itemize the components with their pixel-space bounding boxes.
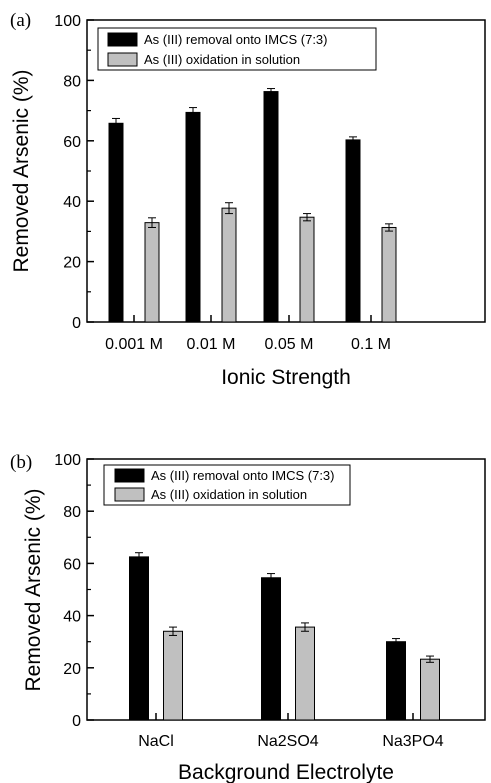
panel-b-bar-removal	[261, 577, 281, 721]
panel-a-x-tick-label: 0.1 M	[351, 336, 391, 353]
panel-b-bar-removal	[129, 556, 149, 721]
panel-b-error-bar-removal	[267, 573, 275, 583]
panel-b-y-axis: 0 20 40 60 80 100	[54, 452, 94, 730]
panel-b-x-tick-label: Na2SO4	[257, 733, 318, 750]
panel-a-bars	[108, 88, 397, 323]
panel-b-y-tick-label: 20	[63, 661, 81, 678]
panel-a-x-axis: 0.001 M 0.01 M 0.05 M 0.1 M	[105, 315, 391, 353]
panel-a-label: (a)	[10, 10, 31, 31]
panel-a-bar-removal	[108, 122, 124, 323]
panel-b-x-tick-label: Na3PO4	[382, 733, 443, 750]
panel-a-x-tick-label: 0.01 M	[187, 336, 236, 353]
panel-b-y-tick-label: 60	[63, 556, 81, 573]
panel-a-bar-removal	[263, 91, 279, 323]
panel-a-y-axis: 0 20 40 60 80 100	[54, 13, 94, 332]
panel-b-y-axis-title: Removed Arsenic (%)	[22, 488, 45, 691]
panel-a-legend-box	[97, 27, 377, 71]
panel-b-bar-oxidation	[420, 658, 440, 721]
panel-b-x-axis-title: Background Electrolyte	[178, 761, 394, 783]
panel-b-error-bar-oxidation	[169, 626, 177, 636]
panel-b-error-bar-oxidation	[301, 622, 309, 632]
chart-panel-a: (a) 0 20 40 60 80 100 0.001 M 0.01 M 0.05 M 0.1 …	[10, 10, 486, 389]
panel-b-legend-label-oxidation: As (III) oxidation in solution	[151, 487, 307, 502]
panel-a-y-tick-label: 0	[72, 315, 81, 332]
panel-b-legend: As (III) removal onto IMCS (7:3) As (III…	[103, 464, 351, 506]
panel-a-error-bar-removal	[189, 107, 197, 118]
panel-a-bar-removal	[345, 139, 361, 323]
panel-b-y-tick-label: 0	[72, 713, 81, 730]
panel-b-legend-box	[103, 464, 351, 506]
chart-panel-b: (b) 0 20 40 60 80 100 NaCl Na2SO4 Na3PO4 Remove…	[10, 452, 486, 783]
panel-a-error-bar-oxidation	[385, 223, 393, 232]
panel-a-error-bar-removal	[267, 88, 275, 96]
panel-a-bar-removal	[185, 111, 201, 323]
panel-b-x-axis: NaCl Na2SO4 Na3PO4	[138, 713, 444, 750]
panel-b-bars	[129, 552, 440, 721]
panel-b-y-tick-label: 40	[63, 609, 81, 626]
panel-a-error-bar-removal	[112, 117, 120, 129]
panel-a-error-bar-oxidation	[303, 213, 311, 222]
panel-a-y-tick-label: 60	[63, 134, 81, 151]
panel-a-y-tick-label: 80	[63, 73, 81, 90]
panel-b-bar-oxidation	[163, 630, 183, 721]
panel-b-legend-label-removal: As (III) removal onto IMCS (7:3)	[151, 468, 335, 483]
panel-a-x-axis-title: Ionic Strength	[221, 366, 351, 389]
panel-b-error-bar-removal	[392, 638, 400, 646]
panel-a-y-tick-label: 100	[54, 13, 81, 30]
panel-b-legend-swatch-oxidation	[114, 487, 145, 502]
panel-b-label: (b)	[10, 452, 32, 473]
panel-a-error-bar-oxidation	[225, 202, 233, 215]
panel-b-error-bar-removal	[135, 552, 143, 562]
panel-b-y-tick-label: 100	[54, 452, 81, 469]
panel-a-bar-oxidation	[299, 216, 315, 323]
panel-a-x-tick-label: 0.05 M	[265, 336, 314, 353]
panel-a-error-bar-removal	[349, 136, 357, 144]
panel-b-error-bar-oxidation	[426, 655, 434, 663]
panel-a-legend: As (III) removal onto IMCS (7:3) As (III…	[97, 27, 377, 71]
panel-a-y-tick-label: 40	[63, 194, 81, 211]
panel-b-y-tick-label: 80	[63, 504, 81, 521]
panel-a-bar-oxidation	[144, 222, 160, 323]
panel-b-legend-swatch-removal	[114, 468, 145, 483]
panel-a-bar-oxidation	[381, 226, 397, 323]
panel-b-x-tick-label: NaCl	[138, 733, 174, 750]
panel-a-x-tick-label: 0.001 M	[105, 336, 163, 353]
panel-a-legend-swatch-removal	[107, 32, 138, 47]
panel-a-y-tick-label: 20	[63, 255, 81, 272]
panel-a-legend-label-oxidation: As (III) oxidation in solution	[144, 52, 300, 67]
panel-a-legend-label-removal: As (III) removal onto IMCS (7:3)	[144, 32, 328, 47]
panel-a-bar-oxidation	[221, 207, 237, 323]
panel-a-legend-swatch-oxidation	[107, 52, 138, 67]
panel-b-bar-removal	[386, 641, 406, 721]
panel-a-y-axis-title: Removed Arsenic (%)	[10, 69, 33, 272]
panel-a-error-bar-oxidation	[148, 217, 156, 228]
panel-b-bar-oxidation	[295, 626, 315, 721]
